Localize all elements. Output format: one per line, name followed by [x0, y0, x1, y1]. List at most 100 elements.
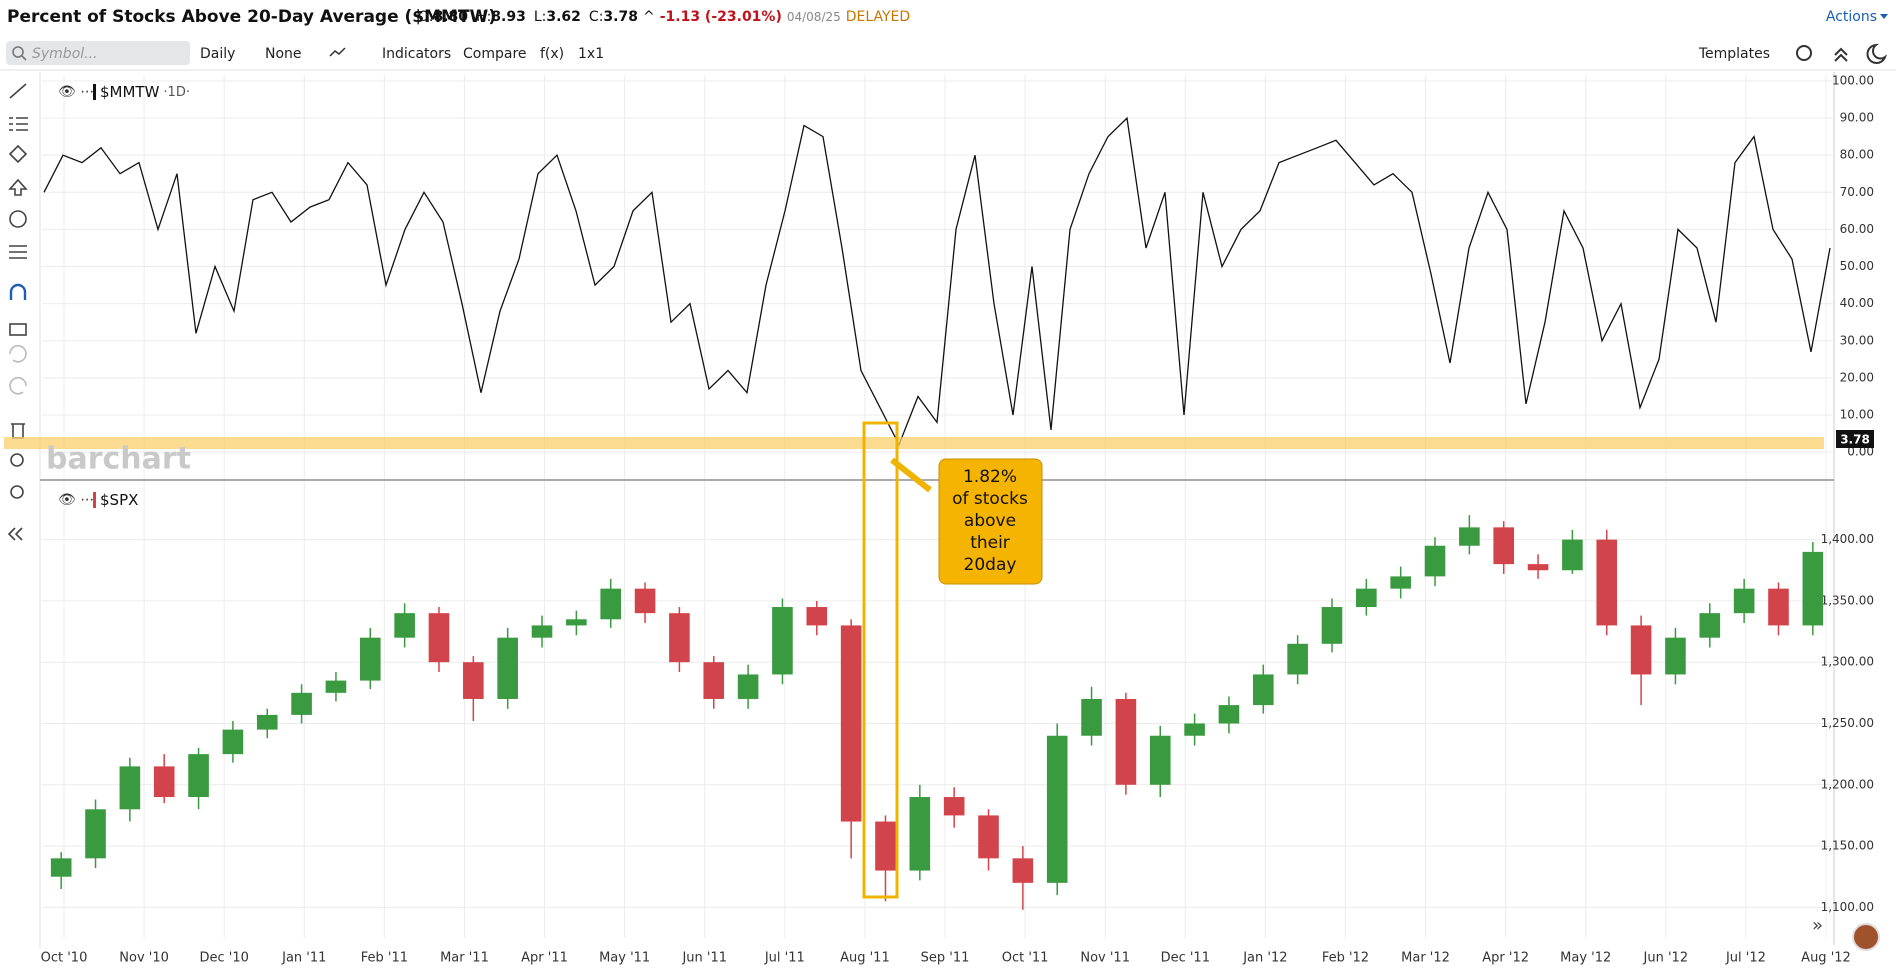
quote-label: L: — [534, 9, 547, 25]
tool-fib[interactable] — [9, 117, 28, 131]
chart-style-icon[interactable] — [329, 47, 346, 57]
candle-body — [909, 797, 931, 871]
candle-body — [394, 613, 415, 638]
title: Percent of Stocks Above 20-Day Average (… — [7, 7, 496, 27]
tool-zoom-out[interactable] — [10, 485, 24, 499]
toolbar-item[interactable]: None — [265, 46, 302, 62]
tool-redo[interactable] — [9, 376, 27, 395]
candle-body — [497, 637, 518, 699]
y-tick-label: 100.00 — [1832, 73, 1874, 87]
tool-count[interactable] — [9, 210, 27, 228]
tool-line[interactable] — [9, 83, 27, 99]
y-tick-label: 1,200.00 — [1821, 777, 1874, 791]
candle-body — [188, 754, 209, 798]
candle-body — [772, 607, 793, 675]
candle-body — [153, 766, 175, 798]
candle-body — [50, 858, 72, 877]
candle-body — [119, 766, 141, 810]
quote: O:8.80 H:8.93 L:3.62 C:3.78 ^ -1.13 (-23.01%)… — [418, 9, 910, 25]
toolbar-item[interactable]: 1x1 — [578, 46, 604, 62]
actions[interactable]: Actions — [1826, 9, 1877, 25]
y-tick-label: 1,150.00 — [1821, 839, 1874, 853]
tool-magnet[interactable] — [9, 283, 27, 300]
candle-body — [703, 662, 725, 699]
toolbar-item[interactable]: Compare — [463, 46, 527, 62]
collapse-icon[interactable] — [1834, 47, 1848, 62]
y-tick-label: 1,250.00 — [1821, 716, 1874, 730]
candle-body — [1665, 637, 1686, 675]
candle-body — [1527, 564, 1549, 571]
tool-expand[interactable] — [7, 527, 23, 541]
tool-undo[interactable] — [9, 344, 27, 363]
tool-measure[interactable] — [9, 245, 27, 259]
date: 04/08/25 — [787, 10, 841, 24]
tool-lock[interactable] — [9, 323, 27, 336]
scroll-right[interactable]: » — [1812, 915, 1823, 936]
candle-body — [85, 809, 106, 859]
x-tick-label: Apr '11 — [521, 951, 568, 966]
candle-body — [943, 797, 965, 816]
annotation-line: 20day — [964, 555, 1017, 575]
tool-column — [7, 83, 28, 541]
candle-body — [1149, 735, 1171, 785]
x-tick-label: Feb '11 — [361, 951, 408, 966]
last-price: 3.78 — [1840, 433, 1870, 447]
candle-body — [1768, 588, 1789, 626]
y-tick-label: 90.00 — [1840, 111, 1874, 125]
legend-icons: 👁 ⋯ — [58, 84, 94, 100]
candle-body — [669, 613, 690, 663]
last-price-tag — [1836, 430, 1874, 448]
candle-body — [600, 588, 622, 620]
toolbar-item[interactable]: f(x) — [540, 46, 564, 62]
candle-body — [256, 714, 278, 730]
tool-arrow[interactable] — [8, 178, 28, 196]
tool-delete[interactable] — [11, 423, 25, 439]
candle-body — [1012, 858, 1034, 883]
x-tick-label: Oct '11 — [1002, 951, 1049, 966]
avatar[interactable] — [1852, 923, 1880, 951]
dark-mode-icon[interactable] — [1866, 43, 1888, 64]
annotation-box — [938, 458, 1043, 585]
y-tick-label: 1,350.00 — [1821, 593, 1874, 607]
series-name: $SPX — [100, 491, 138, 509]
candle-body — [359, 637, 381, 681]
candle-body — [1390, 576, 1411, 589]
change-arrow: ^ — [643, 9, 655, 25]
toolbar-item[interactable]: Daily — [200, 46, 235, 62]
quote-label: H: — [476, 9, 491, 25]
candle-body — [531, 625, 553, 638]
x-tick-label: Mar '11 — [440, 951, 489, 966]
x-tick-label: Jul '11 — [764, 951, 805, 966]
watermark: barchart — [46, 442, 191, 477]
y-tick-label: 40.00 — [1840, 296, 1874, 310]
candle-body — [1459, 527, 1480, 546]
templates[interactable]: Templates — [1698, 46, 1770, 62]
y-tick-label: 20.00 — [1840, 370, 1874, 384]
symbol-search[interactable] — [6, 41, 190, 65]
settings-icon[interactable] — [1796, 45, 1812, 61]
toolbar: Daily None Indicators Compare f(x) 1x1 — [200, 46, 604, 62]
y-tick-label: 1,100.00 — [1821, 900, 1874, 914]
x-tick-label: Aug '11 — [840, 951, 890, 966]
candle-body — [1493, 527, 1515, 565]
x-tick-label: Dec '11 — [1161, 951, 1210, 966]
annotation-line: their — [970, 533, 1010, 553]
tool-shape[interactable] — [8, 144, 28, 164]
quote-label: O: — [418, 9, 434, 25]
x-tick-label: Jun '12 — [1643, 951, 1689, 966]
y-tick-label: 0.00 — [1847, 445, 1874, 459]
candle-body — [566, 619, 587, 626]
x-tick-label: Nov '10 — [119, 951, 169, 966]
candle-body — [1184, 723, 1205, 736]
candle-body — [291, 692, 312, 715]
candle-body — [1802, 551, 1824, 626]
tool-zoom-in[interactable] — [10, 453, 24, 467]
y-tick-label: 30.00 — [1840, 333, 1874, 347]
annotation-arrow — [890, 457, 932, 493]
x-tick-label: Feb '12 — [1322, 951, 1369, 966]
y-tick-label: 70.00 — [1840, 185, 1874, 199]
toolbar-item[interactable]: Indicators — [382, 46, 451, 62]
